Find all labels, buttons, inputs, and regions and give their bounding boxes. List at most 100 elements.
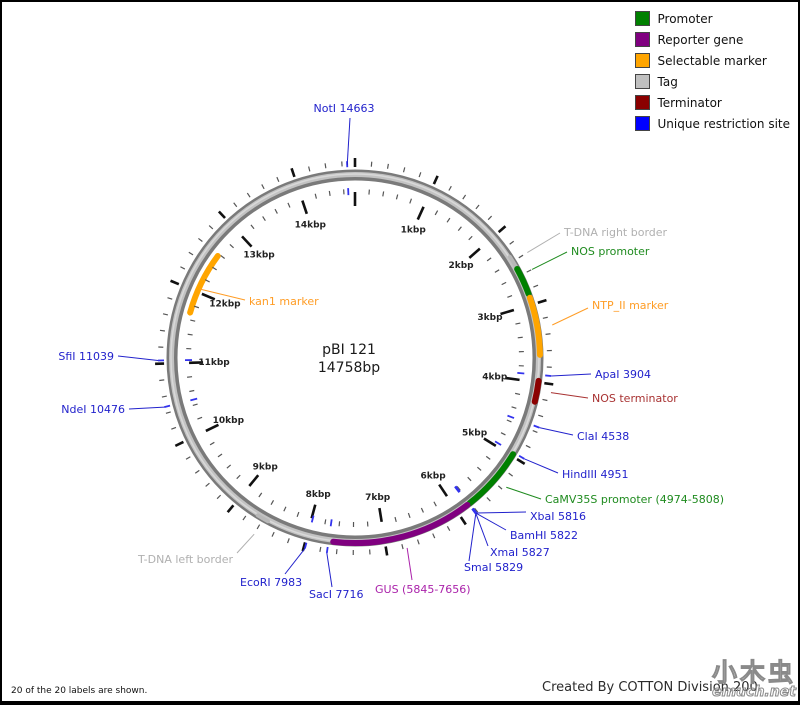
minor-tick [525, 444, 531, 449]
label-noti-14663: NotI 14663 [313, 102, 374, 115]
minor-tick [192, 403, 198, 407]
minor-tick [286, 538, 290, 544]
major-tick [537, 298, 547, 304]
leader-line-kan1-marker [199, 288, 246, 301]
minor-tick [167, 297, 173, 300]
legend-item-reporter-gene: Reporter gene [634, 32, 791, 47]
watermark-brand: 小木虫 [711, 658, 796, 687]
legend-swatch-unique-restriction-site [634, 116, 650, 131]
minor-tick [193, 305, 200, 309]
minor-tick [185, 456, 191, 460]
major-tick [544, 381, 554, 386]
legend-swatch-reporter-gene [634, 32, 650, 47]
feature-arc-ntp-ii-marker [526, 294, 543, 358]
minor-tick [501, 281, 507, 286]
label-bamhi-5822: BamHI 5822 [510, 529, 578, 542]
major-tick [459, 516, 467, 526]
label-kan1-marker: kan1 marker [249, 295, 319, 308]
minor-tick [468, 235, 473, 241]
major-tick [226, 504, 235, 514]
minor-tick [220, 254, 226, 259]
minor-tick [494, 269, 500, 273]
minor-tick [194, 469, 200, 474]
labels-shown-status: 20 of the 20 labels are shown. [11, 686, 148, 696]
minor-tick [538, 414, 544, 418]
legend-swatch-tag [634, 74, 650, 89]
site-tick-saci [325, 546, 329, 554]
label-xmai-5827: XmaI 5827 [490, 546, 550, 559]
minor-tick [188, 251, 194, 256]
minor-tick [319, 546, 322, 552]
leader-line-bamhi-5822 [475, 512, 507, 531]
legend-label: Reporter gene [657, 32, 744, 47]
minor-tick [209, 441, 215, 446]
major-tick [500, 308, 515, 316]
legend-item-unique-restriction-site: Unique restriction site [634, 116, 790, 131]
major-tick [290, 167, 296, 178]
major-tick [310, 504, 317, 519]
minor-tick [542, 316, 548, 319]
minor-tick [506, 419, 512, 423]
minor-tick [432, 533, 436, 539]
minor-tick [386, 163, 389, 169]
feature-arc-nos-promoter [514, 265, 532, 298]
feature-arc-camv35s-promoter [466, 451, 517, 507]
minor-tick [274, 208, 278, 214]
leader-line-sfii-11039 [117, 355, 159, 361]
label-nos-terminator: NOS terminator [592, 392, 678, 405]
minor-tick [457, 226, 462, 231]
minor-tick [246, 192, 251, 198]
kbp-label-9: 9kbp [253, 463, 279, 473]
minor-tick [487, 215, 493, 221]
minor-tick [448, 185, 452, 191]
minor-tick [308, 166, 311, 172]
leader-line-nos-promoter [531, 251, 568, 270]
site-tick-smai [454, 486, 460, 493]
minor-tick [474, 507, 479, 513]
site-tick-ecori [310, 515, 315, 523]
label-gus-5845-7656: GUS (5845-7656) [375, 583, 471, 596]
site-tick-apai [545, 374, 552, 377]
leader-line-ndei-10476 [128, 406, 165, 410]
minor-tick [287, 202, 291, 208]
label-t-dna-right-border: T-DNA right border [563, 226, 668, 239]
minor-tick [204, 279, 210, 283]
major-tick [378, 507, 383, 523]
minor-tick [161, 395, 167, 398]
leader-line-smai-5829 [468, 513, 477, 562]
legend: Promoter Reporter gene Selectable marker Ta… [634, 11, 791, 137]
legend-swatch-selectable-marker [634, 53, 650, 68]
major-tick [170, 279, 180, 286]
minor-tick [187, 376, 193, 378]
major-tick [301, 200, 309, 215]
site-tick-apai [517, 371, 525, 375]
minor-tick [226, 464, 232, 469]
label-saci-7716: SacI 7716 [309, 588, 364, 601]
major-tick [205, 423, 220, 433]
minor-tick [165, 411, 171, 414]
major-tick [384, 546, 389, 556]
label-sfii-11039: SfiI 11039 [58, 350, 114, 363]
feature-arc-kan1-marker [187, 252, 221, 316]
minor-tick [328, 190, 331, 196]
minor-tick [407, 512, 411, 518]
minor-tick [526, 269, 532, 273]
kbp-label-14: 14kbp [295, 220, 327, 230]
minor-tick [216, 494, 222, 500]
kbp-label-2: 2kbp [448, 261, 474, 271]
minor-tick [456, 485, 461, 491]
minor-tick [229, 243, 234, 249]
leader-line-nos-terminator [550, 392, 589, 399]
minor-tick [507, 294, 513, 298]
minor-tick [324, 519, 327, 525]
minor-tick [258, 492, 263, 498]
legend-item-terminator: Terminator [634, 95, 791, 110]
minor-tick [462, 194, 467, 200]
site-tick-ndei [164, 404, 171, 409]
site-tick-ndei [190, 397, 198, 402]
kbp-label-1: 1kbp [401, 226, 427, 236]
label-apai-3904: ApaI 3904 [595, 368, 651, 381]
label-ndei-10476: NdeI 10476 [61, 403, 125, 416]
